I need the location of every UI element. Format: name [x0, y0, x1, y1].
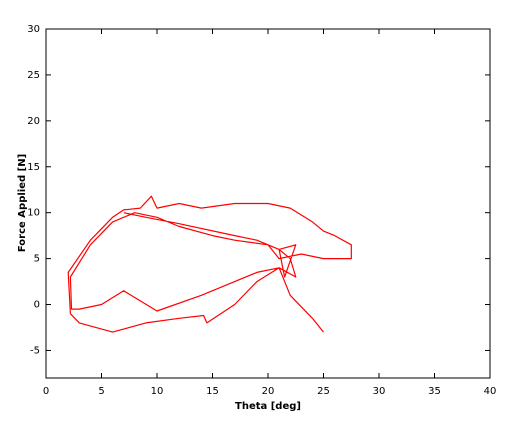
y-axis-label: Force Applied [N]: [17, 154, 28, 252]
y-tick-label: -5: [30, 345, 40, 356]
y-tick-label: 0: [34, 300, 40, 311]
x-tick-label: 0: [43, 386, 49, 397]
y-tick-label: 10: [27, 208, 40, 219]
data-line: [67, 195, 352, 333]
x-tick-label: 5: [98, 386, 104, 397]
x-tick-label: 40: [484, 386, 497, 397]
x-tick-label: 30: [373, 386, 386, 397]
x-tick-label: 10: [151, 386, 164, 397]
y-tick-label: 20: [27, 116, 40, 127]
x-axis-label: Theta [deg]: [235, 401, 301, 412]
x-tick-label: 25: [317, 386, 330, 397]
y-tick-label: 5: [34, 254, 40, 265]
y-tick-label: 15: [27, 162, 40, 173]
x-tick-label: 20: [262, 386, 275, 397]
y-tick-label: 30: [27, 24, 40, 35]
x-tick-label: 15: [206, 386, 219, 397]
y-tick-label: 25: [27, 70, 40, 81]
x-tick-label: 35: [428, 386, 441, 397]
